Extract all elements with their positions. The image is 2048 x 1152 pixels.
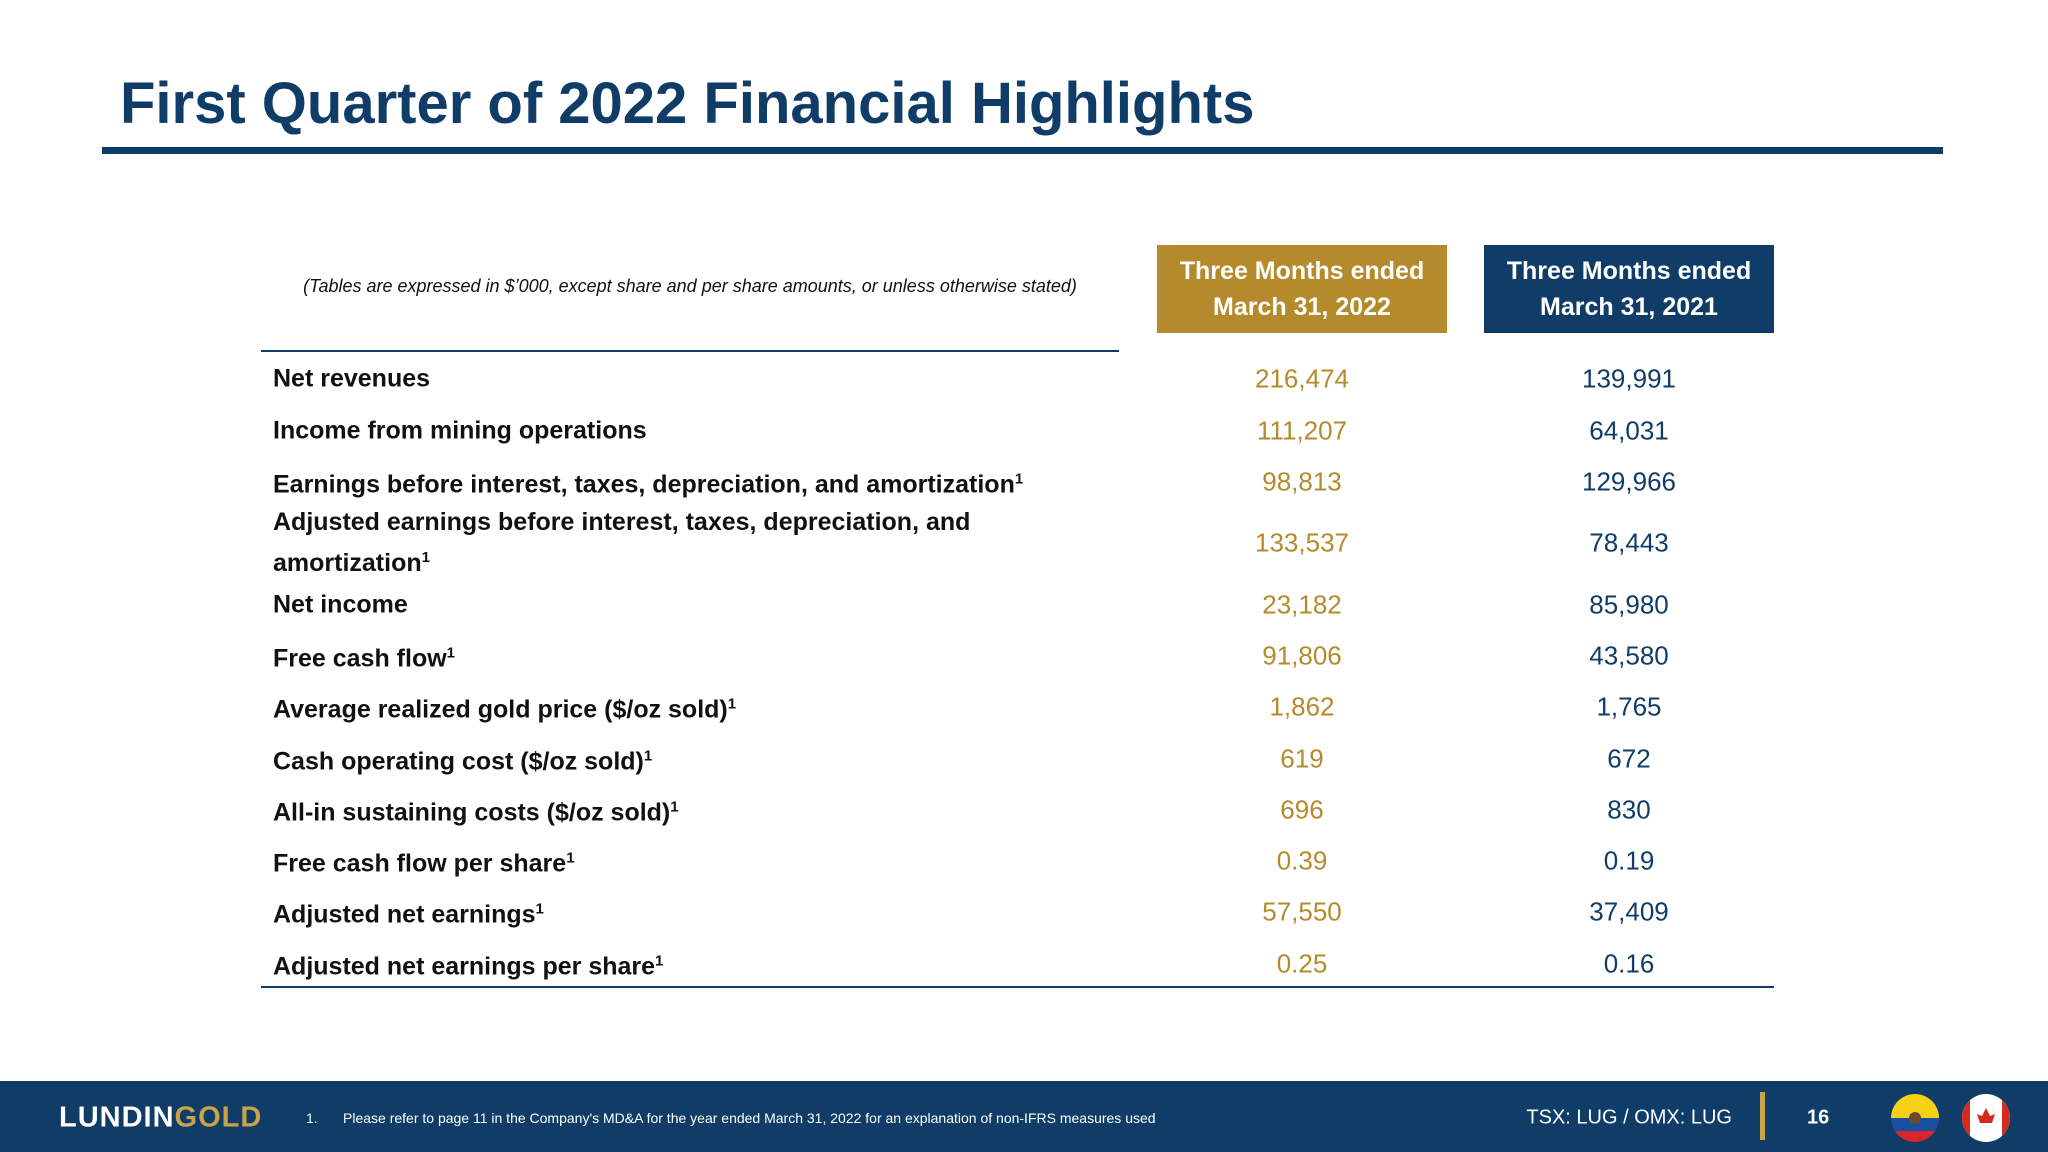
- cell-value: 0.25: [1276, 948, 1328, 979]
- cell-value: 1,765: [1596, 691, 1662, 722]
- table-top-rule: [261, 350, 1119, 352]
- cell-value: 23,182: [1262, 589, 1342, 620]
- row-label: Average realized gold price ($/oz sold)1: [273, 686, 1113, 727]
- cell-value: 216,474: [1255, 363, 1349, 394]
- cell-value: 133,537: [1255, 527, 1349, 558]
- row-label: Income from mining operations: [273, 414, 1113, 449]
- row-label-text: Earnings before interest, taxes, depreci…: [273, 470, 1015, 499]
- cell-value: 830: [1607, 794, 1651, 825]
- cell-value: 0.19: [1603, 845, 1655, 876]
- footnote-mark: 1: [566, 849, 575, 867]
- logo: LUNDINGOLD: [59, 1102, 262, 1135]
- slide-title: First Quarter of 2022 Financial Highligh…: [120, 71, 1255, 136]
- table-bottom-rule: [261, 986, 1774, 988]
- footnote-text: Please refer to page 11 in the Company's…: [343, 1110, 1156, 1126]
- footnote-mark: 1: [727, 695, 737, 713]
- footnote-number: 1.: [306, 1110, 318, 1126]
- footer: [0, 1081, 2048, 1152]
- column-header: Three Months ended March 31, 2022: [1157, 245, 1447, 333]
- row-label-text: Free cash flow per share: [273, 849, 567, 878]
- row-label-text: All-in sustaining costs ($/oz sold): [273, 798, 671, 827]
- row-label: Cash operating cost ($/oz sold)1: [273, 738, 1113, 779]
- cell-value: 78,443: [1589, 527, 1669, 558]
- footnote-mark: 1: [1014, 470, 1024, 488]
- row-label: Net revenues: [273, 362, 1113, 397]
- row-label: All-in sustaining costs ($/oz sold)1: [273, 789, 1113, 830]
- logo-text: GOLD: [174, 1101, 263, 1134]
- cell-value: 1,862: [1269, 691, 1335, 722]
- cell-value: 91,806: [1262, 640, 1342, 671]
- row-label-text: Adjusted net earnings: [273, 900, 536, 929]
- page-number: 16: [1807, 1106, 1830, 1129]
- footnote-mark: 1: [643, 747, 653, 765]
- logo-text: LUNDIN: [59, 1101, 175, 1134]
- footnote-mark: 1: [446, 644, 456, 662]
- footnote-mark: 1: [670, 798, 679, 816]
- row-label-text: Average realized gold price ($/oz sold): [273, 695, 728, 724]
- cell-value: 43,580: [1589, 640, 1669, 671]
- footnote-mark: 1: [535, 900, 544, 918]
- cell-value: 129,966: [1582, 466, 1676, 497]
- column-header-line: Three Months ended: [1506, 257, 1752, 285]
- row-label-text: Adjusted net earnings per share: [273, 952, 656, 981]
- row-label-text: Adjusted earnings before interest, taxes…: [273, 507, 971, 578]
- cell-value: 0.16: [1603, 948, 1655, 979]
- cell-value: 672: [1607, 743, 1651, 774]
- column-header-line: March 31, 2021: [1540, 293, 1718, 321]
- cell-value: 696: [1280, 794, 1324, 825]
- row-label-text: Net income: [273, 590, 408, 619]
- cell-value: 111,207: [1256, 415, 1348, 446]
- table-note: (Tables are expressed in $’000, except s…: [303, 276, 1077, 296]
- column-header: Three Months ended March 31, 2021: [1484, 245, 1774, 333]
- cell-value: 0.39: [1276, 845, 1328, 876]
- ecuador-flag: [1891, 1094, 1939, 1142]
- row-label: Adjusted earnings before interest, taxes…: [273, 505, 1113, 581]
- cell-value: 85,980: [1589, 589, 1669, 620]
- title-rule: [102, 147, 1943, 154]
- row-label: Free cash flow1: [273, 635, 1113, 676]
- cell-value: 37,409: [1589, 896, 1669, 927]
- row-label-text: Cash operating cost ($/oz sold): [273, 747, 644, 776]
- cell-value: 57,550: [1262, 896, 1342, 927]
- cell-value: 64,031: [1589, 415, 1669, 446]
- footnote-mark: 1: [421, 548, 430, 566]
- row-label-text: Free cash flow: [273, 644, 447, 673]
- cell-value: 619: [1280, 743, 1324, 774]
- row-label-text: Income from mining operations: [273, 416, 647, 445]
- separator: [1760, 1092, 1765, 1140]
- row-label: Net income: [273, 588, 1113, 623]
- canada-flag: [1962, 1094, 2010, 1142]
- row-label: Adjusted net earnings1: [273, 891, 1113, 932]
- column-header-line: Three Months ended: [1179, 257, 1425, 285]
- cell-value: 139,991: [1582, 363, 1676, 394]
- footnote-mark: 1: [655, 952, 664, 970]
- cell-value: 98,813: [1262, 466, 1342, 497]
- column-header-line: March 31, 2022: [1213, 293, 1391, 321]
- flags: [1891, 1094, 2010, 1142]
- row-label: Free cash flow per share1: [273, 840, 1113, 881]
- row-label-text: Net revenues: [273, 364, 431, 393]
- row-label: Adjusted net earnings per share1: [273, 943, 1113, 984]
- ticker: TSX: LUG / OMX: LUG: [1526, 1106, 1732, 1129]
- row-label: Earnings before interest, taxes, depreci…: [273, 461, 1113, 502]
